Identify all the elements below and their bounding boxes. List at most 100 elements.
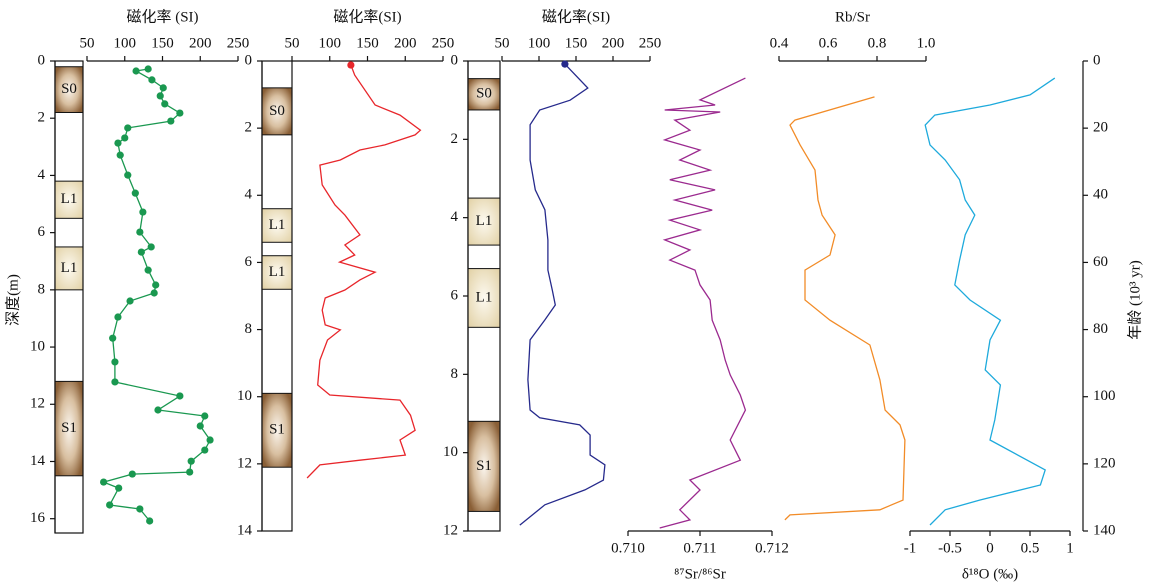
data-point (148, 76, 155, 83)
y-tick-label: 0 (451, 52, 459, 68)
y-tick-label: 4 (245, 187, 253, 203)
data-point (100, 478, 107, 485)
data-point (126, 297, 133, 304)
x-tick-label: 200 (602, 35, 625, 51)
y-tick-label: 8 (245, 321, 253, 337)
x-tick-label: 150 (151, 35, 174, 51)
data-point (145, 267, 152, 274)
y-tick-label: 16 (30, 510, 46, 526)
y-tick-label: 40 (1093, 187, 1108, 203)
y-tick-label: 2 (38, 110, 46, 126)
x-tick-label: 0.710 (611, 540, 645, 556)
y-tick-label: 6 (245, 254, 253, 270)
data-point (160, 84, 167, 91)
data-point (206, 436, 213, 443)
data-point (115, 484, 122, 491)
x-tick-label: 250 (432, 35, 455, 51)
x-axis-label: δ¹⁸O (‰) (962, 566, 1018, 582)
data-line (307, 65, 420, 478)
x-tick-label: 250 (227, 35, 250, 51)
data-point (129, 470, 136, 477)
data-point (197, 422, 204, 429)
y-tick-label: 12 (237, 455, 252, 471)
x-tick-label: 0.8 (868, 35, 887, 51)
y-tick-label: 6 (451, 287, 459, 303)
data-point (111, 358, 118, 365)
data-point (114, 313, 121, 320)
data-point (136, 505, 143, 512)
y-tick-label: 2 (451, 131, 459, 147)
y-tick-label: 120 (1093, 455, 1116, 471)
y-tick-label: 12 (30, 396, 45, 412)
x-tick-label: 100 (319, 35, 342, 51)
data-point (167, 117, 174, 124)
x-tick-label: 100 (114, 35, 137, 51)
layer-label: S1 (269, 422, 285, 438)
layer-label: S1 (476, 458, 492, 474)
layer-label: S0 (61, 81, 77, 97)
axis-title: Rb/Sr (835, 9, 870, 25)
data-point (201, 446, 208, 453)
y-tick-label: 140 (1093, 522, 1116, 538)
x-tick-label: 50 (285, 35, 300, 51)
data-point (151, 289, 158, 296)
y-tick-label: 0 (38, 52, 46, 68)
axis-title: 磁化率(SI) (333, 8, 401, 25)
x-tick-label: 0.712 (755, 540, 789, 556)
layer-label: L1 (269, 217, 286, 233)
data-point (145, 65, 152, 72)
x-tick-label: 0.5 (1021, 540, 1040, 556)
data-point (114, 139, 121, 146)
x-tick-label: 50 (495, 35, 510, 51)
data-point (148, 243, 155, 250)
data-point (201, 412, 208, 419)
y-tick-label: 4 (451, 209, 459, 225)
layer-label: L1 (61, 260, 78, 276)
data-point (136, 228, 143, 235)
y-tick-label: 2 (245, 120, 253, 136)
page: {"chart_data": [ {"type": "line", "title… (0, 0, 1150, 587)
layer-label: L1 (476, 289, 493, 305)
data-point (111, 378, 118, 385)
y-tick-label: 20 (1093, 120, 1108, 136)
data-point (188, 458, 195, 465)
x-tick-label: 150 (565, 35, 588, 51)
data-point (154, 406, 161, 413)
chart: 50100150200250磁化率 (SI)0246810121416S0L1L… (0, 0, 1150, 587)
data-point (176, 392, 183, 399)
data-point (146, 517, 153, 524)
y-tick-label: 14 (30, 453, 46, 469)
data-point (161, 100, 168, 107)
x-tick-label: 150 (356, 35, 379, 51)
data-point (109, 335, 116, 342)
data-point (152, 281, 159, 288)
y-tick-label: 0 (245, 52, 253, 68)
data-line (660, 78, 746, 528)
data-point (132, 190, 139, 197)
data-point (176, 109, 183, 116)
data-point (561, 61, 568, 68)
data-point (347, 61, 354, 68)
data-point (186, 468, 193, 475)
y-tick-label: 4 (38, 167, 46, 183)
y-tick-label: 6 (38, 224, 46, 240)
x-tick-label: 0.6 (819, 35, 838, 51)
x-tick-label: 1 (1066, 540, 1074, 556)
x-tick-label: 250 (639, 35, 662, 51)
x-tick-label: 50 (80, 35, 95, 51)
y-tick-label: 8 (451, 366, 459, 382)
y-tick-label: 60 (1093, 254, 1108, 270)
y-tick-label: 8 (38, 281, 46, 297)
x-tick-label: 0 (986, 540, 994, 556)
y-tick-label: 10 (237, 388, 252, 404)
layer-label: S0 (476, 86, 492, 102)
data-point (106, 501, 113, 508)
layer-label: L1 (269, 264, 286, 280)
data-line (785, 97, 905, 520)
y-tick-label: 10 (443, 444, 458, 460)
axis-title: 磁化率 (SI) (126, 8, 198, 25)
y-axis-label: 深度(m) (4, 274, 21, 326)
x-tick-label: 0.4 (770, 35, 789, 51)
data-point (117, 152, 124, 159)
x-axis-label: ⁸⁷Sr/⁸⁶Sr (674, 566, 726, 582)
